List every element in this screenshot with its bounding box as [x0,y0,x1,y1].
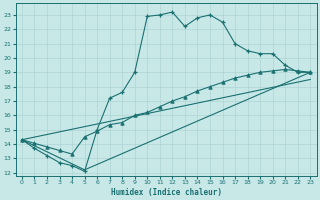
X-axis label: Humidex (Indice chaleur): Humidex (Indice chaleur) [111,188,221,197]
